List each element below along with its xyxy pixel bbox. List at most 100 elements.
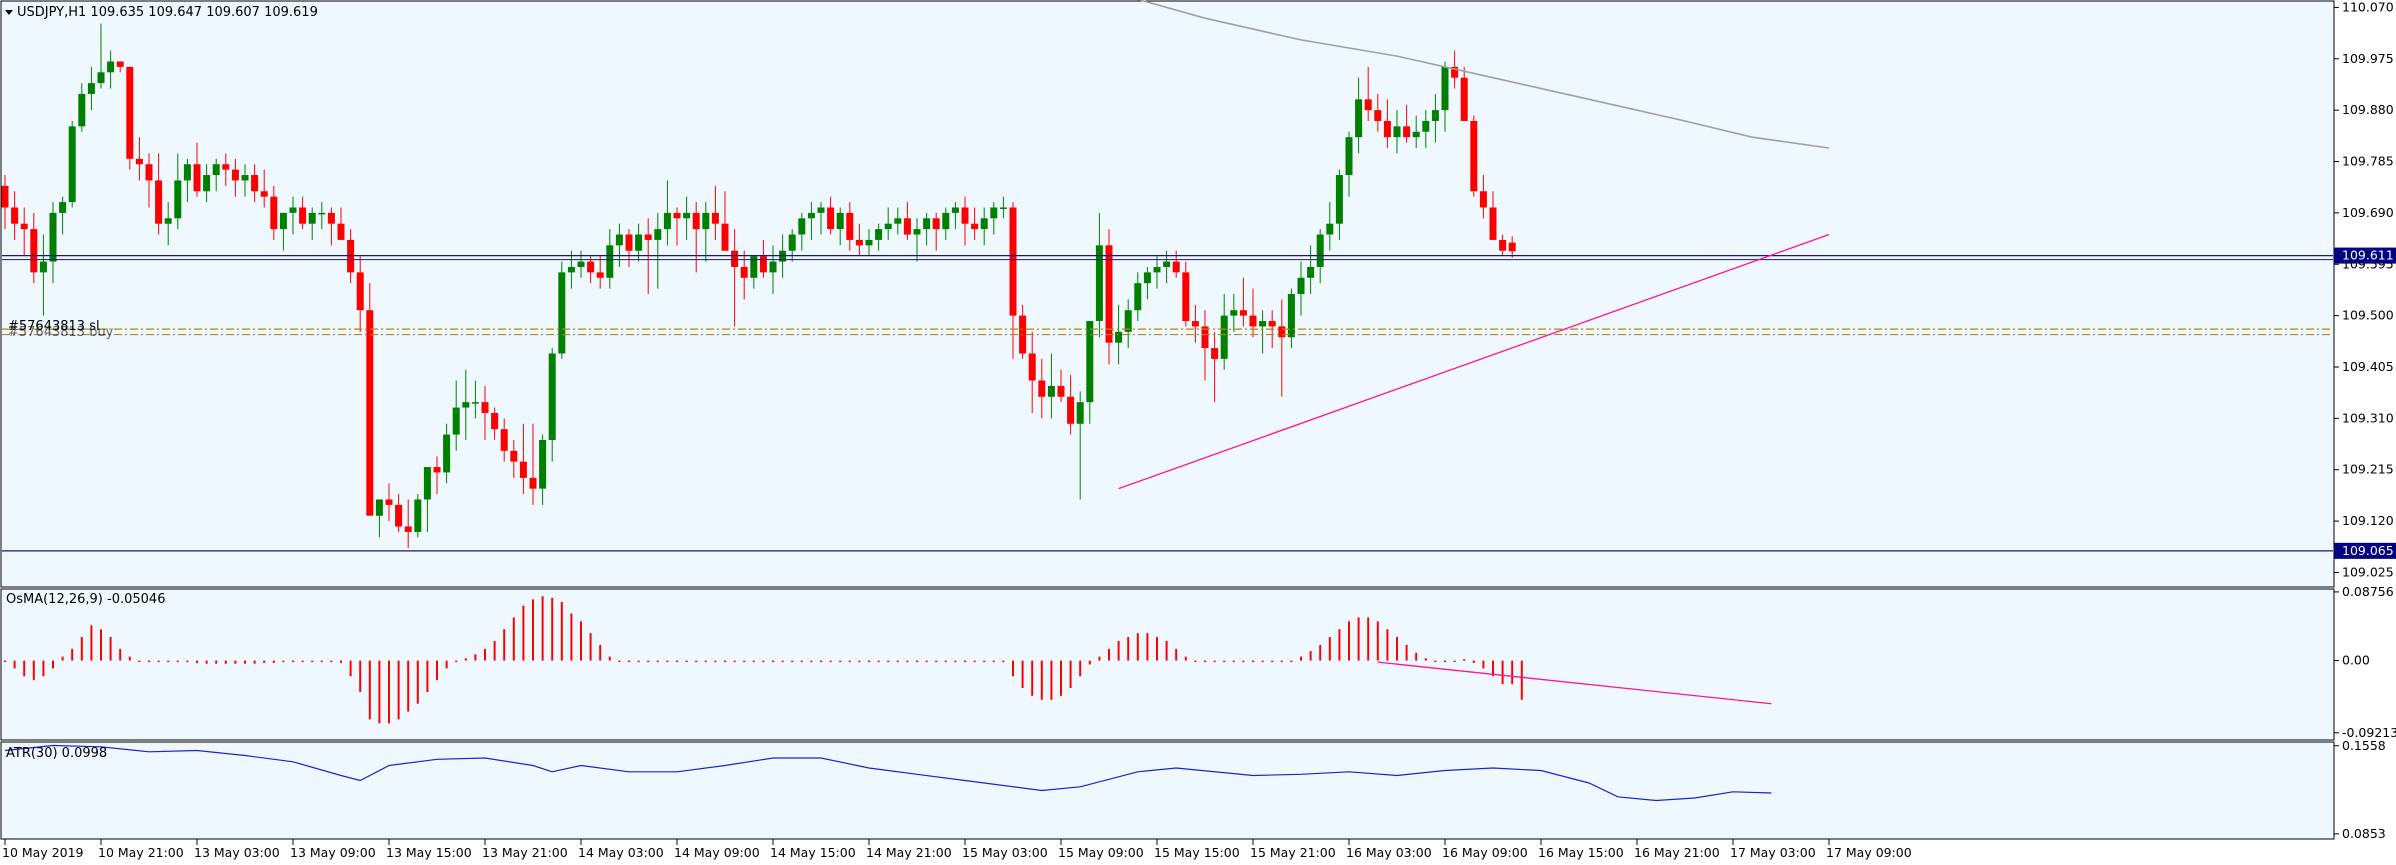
main-pane[interactable] bbox=[0, 0, 2335, 588]
atr-y-tick-label: 0.1558 bbox=[2342, 738, 2386, 753]
candle-body bbox=[1124, 310, 1132, 332]
candle-body bbox=[260, 191, 268, 197]
candle-body bbox=[942, 212, 950, 230]
candle-body bbox=[1115, 331, 1123, 343]
candle-body bbox=[913, 229, 921, 235]
candle-body bbox=[30, 229, 38, 273]
y-tick-label: 109.310 bbox=[2342, 410, 2394, 425]
candle-body bbox=[11, 207, 19, 224]
candle-body bbox=[116, 61, 124, 67]
candle-body bbox=[1220, 315, 1228, 359]
candle-body bbox=[203, 175, 211, 192]
candle-body bbox=[673, 212, 681, 219]
candle-body bbox=[846, 212, 854, 240]
candle-body bbox=[135, 158, 143, 165]
candle-body bbox=[462, 402, 470, 408]
candle-body bbox=[155, 180, 163, 224]
candle-body bbox=[711, 212, 719, 224]
candle-body bbox=[1, 185, 9, 208]
candle-body bbox=[1431, 110, 1439, 121]
osma-trendline[interactable] bbox=[1377, 661, 1772, 705]
atr-y-tick-label: 0.0853 bbox=[2342, 826, 2386, 841]
candle-body bbox=[980, 218, 988, 230]
candle-body bbox=[1047, 385, 1055, 397]
candle-body bbox=[39, 261, 47, 273]
candle-body bbox=[1326, 223, 1334, 235]
x-tick-label: 15 May 15:00 bbox=[1154, 845, 1240, 860]
y-tick-label: 109.785 bbox=[2342, 154, 2394, 169]
candle-body bbox=[385, 499, 393, 505]
osma-y-tick-label: 0.08756 bbox=[2342, 584, 2394, 599]
atr-line bbox=[4, 744, 1772, 802]
x-tick-label: 13 May 15:00 bbox=[386, 845, 472, 860]
candle-body bbox=[251, 175, 259, 192]
candle-body bbox=[452, 407, 460, 435]
candle-body bbox=[1143, 272, 1151, 284]
osma-label: OsMA(12,26,9) -0.05046 bbox=[6, 592, 165, 607]
order-buy-label: #57643813 buy bbox=[8, 325, 114, 340]
candle-body bbox=[375, 499, 383, 516]
symbol-header: USDJPY,H1 109.635 109.647 109.607 109.61… bbox=[17, 5, 318, 20]
candle-body bbox=[1508, 242, 1516, 252]
candle-body bbox=[807, 212, 815, 219]
candle-body bbox=[279, 212, 287, 230]
candle-body bbox=[481, 402, 489, 413]
candle-body bbox=[87, 83, 95, 94]
candle-body bbox=[510, 450, 518, 462]
candle-body bbox=[1163, 261, 1171, 267]
candle-body bbox=[1057, 385, 1065, 397]
candle-body bbox=[414, 499, 422, 532]
candle-body bbox=[567, 266, 575, 273]
x-tick-label: 14 May 09:00 bbox=[674, 845, 760, 860]
atr-label: ATR(30) 0.0998 bbox=[6, 746, 107, 761]
candle-body bbox=[903, 218, 911, 235]
candle-body bbox=[1297, 277, 1305, 294]
y-tick-label: 109.215 bbox=[2342, 462, 2394, 477]
trendline[interactable] bbox=[1118, 233, 1830, 490]
candle-body bbox=[212, 164, 220, 176]
y-tick-label: 109.880 bbox=[2342, 102, 2394, 117]
candle-body bbox=[1182, 272, 1190, 322]
y-tick-label: 109.120 bbox=[2342, 513, 2394, 528]
osma-y-tick-label: 0.00 bbox=[2342, 653, 2370, 668]
candle-body bbox=[491, 412, 499, 430]
candle-body bbox=[577, 261, 585, 267]
x-tick-label: 13 May 03:00 bbox=[194, 845, 280, 860]
price-tag-label: 109.065 bbox=[2342, 543, 2394, 558]
candle-body bbox=[750, 256, 758, 278]
candle-body bbox=[951, 207, 959, 213]
candle-body bbox=[827, 207, 835, 230]
moving-average-line bbox=[1137, 0, 1830, 149]
candle-body bbox=[1451, 66, 1459, 78]
x-tick-label: 10 May 2019 bbox=[2, 845, 84, 860]
candle-body bbox=[932, 218, 940, 230]
x-tick-label: 13 May 21:00 bbox=[482, 845, 568, 860]
candle-body bbox=[615, 234, 623, 246]
atr-layer bbox=[4, 744, 1772, 802]
candle-body bbox=[1105, 245, 1113, 343]
candle-body bbox=[788, 234, 796, 251]
candle-body bbox=[1316, 234, 1324, 267]
candle-body bbox=[548, 353, 556, 440]
candle-body bbox=[1268, 321, 1276, 327]
candle-body bbox=[366, 310, 374, 516]
candle-body bbox=[1278, 326, 1286, 338]
candle-body bbox=[1470, 120, 1478, 192]
candle-body bbox=[222, 164, 230, 170]
candle-body bbox=[1009, 207, 1017, 316]
price-tag bbox=[2334, 247, 2396, 264]
y-tick-label: 110.070 bbox=[2342, 0, 2394, 14]
candle-body bbox=[1479, 191, 1487, 208]
candle-body bbox=[1086, 321, 1094, 403]
candle-body bbox=[971, 223, 979, 230]
symbol-dropdown-icon[interactable] bbox=[5, 10, 13, 15]
candle-body bbox=[1345, 137, 1353, 176]
order-sl-label: #57643813 sl bbox=[8, 319, 100, 334]
candle-body bbox=[1499, 239, 1507, 251]
candle-body bbox=[1191, 321, 1199, 327]
y-tick-label: 109.500 bbox=[2342, 308, 2394, 323]
atr-pane[interactable] bbox=[0, 741, 2335, 840]
candle-body bbox=[443, 434, 451, 473]
